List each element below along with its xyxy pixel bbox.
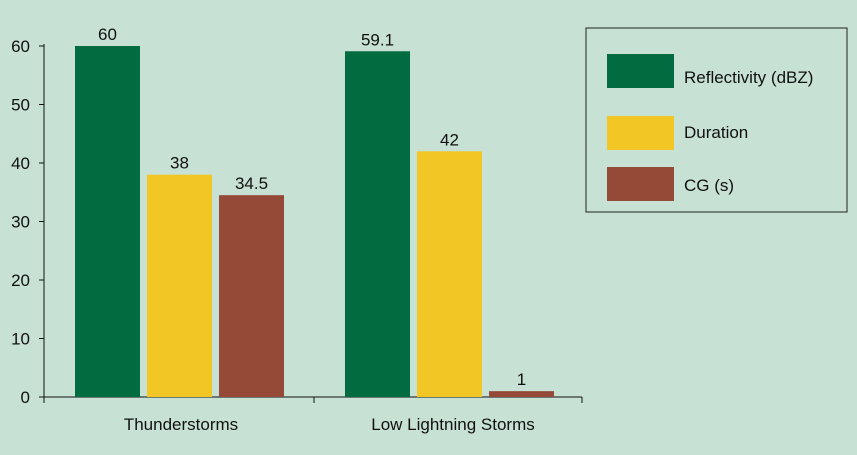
legend-label: CG (s) bbox=[684, 176, 734, 195]
bar bbox=[147, 174, 212, 397]
legend-swatch bbox=[607, 54, 674, 88]
bar-value-label: 59.1 bbox=[361, 30, 394, 49]
x-axis: Thunderstorms Low Lightning Storms bbox=[43, 396, 583, 434]
bar bbox=[489, 391, 554, 397]
legend-swatch bbox=[607, 116, 674, 150]
bar-value-label: 38 bbox=[170, 154, 189, 173]
x-category-label: Thunderstorms bbox=[124, 415, 238, 434]
y-tick-label: 20 bbox=[11, 271, 30, 290]
data-labels: 60 38 34.5 59.1 42 1 bbox=[98, 25, 526, 389]
bar-value-label: 60 bbox=[98, 25, 117, 44]
y-axis: 0 10 20 30 40 50 60 bbox=[11, 37, 45, 407]
bar-value-label: 34.5 bbox=[235, 174, 268, 193]
legend-swatch bbox=[607, 167, 674, 201]
y-tick-label: 50 bbox=[11, 96, 30, 115]
legend-box bbox=[585, 27, 848, 213]
bar bbox=[417, 151, 482, 397]
bar-value-label: 42 bbox=[440, 130, 459, 149]
x-category-label: Low Lightning Storms bbox=[371, 415, 534, 434]
y-tick-label: 30 bbox=[11, 213, 30, 232]
legend-label: Reflectivity (dBZ) bbox=[684, 68, 813, 87]
bar bbox=[345, 51, 410, 397]
y-tick-label: 0 bbox=[21, 388, 30, 407]
bar bbox=[219, 195, 284, 397]
y-tick-label: 10 bbox=[11, 330, 30, 349]
y-tick-label: 60 bbox=[11, 37, 30, 56]
y-tick-label: 40 bbox=[11, 154, 30, 173]
bar-value-label: 1 bbox=[517, 370, 526, 389]
legend-label: Duration bbox=[684, 123, 748, 142]
bar bbox=[75, 46, 140, 397]
bars bbox=[75, 46, 554, 397]
legend: Reflectivity (dBZ) Duration CG (s) bbox=[585, 27, 848, 213]
